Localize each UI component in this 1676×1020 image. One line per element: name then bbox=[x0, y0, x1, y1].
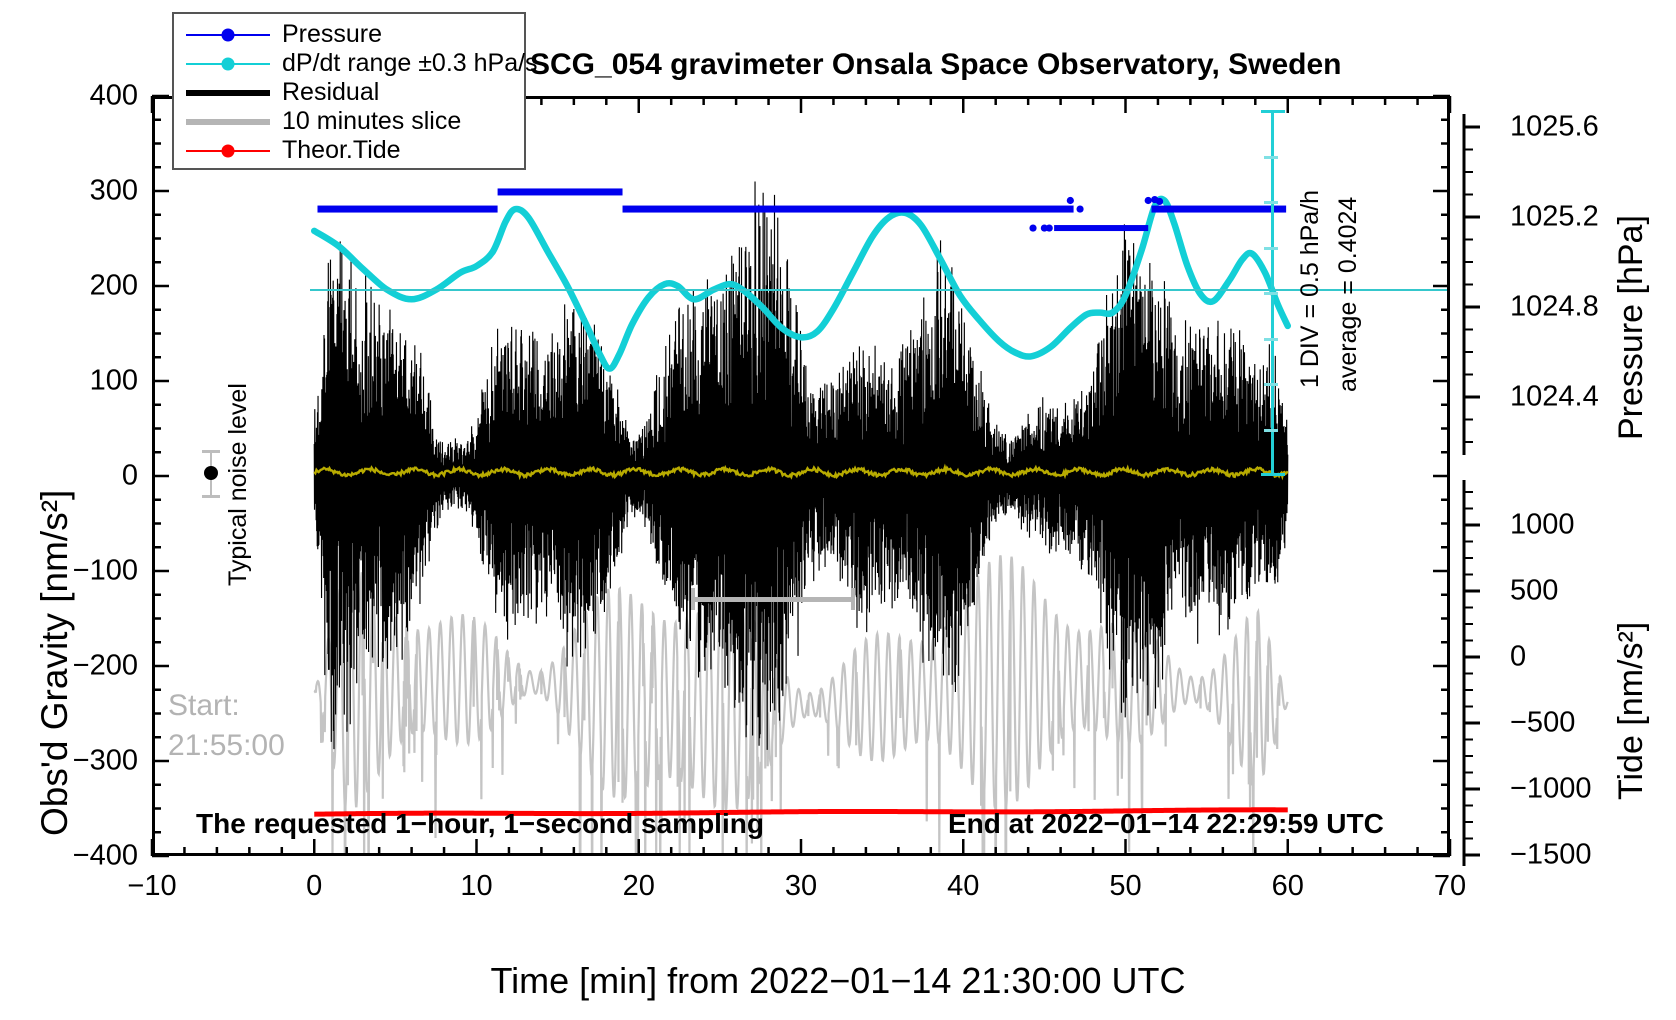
dpdt-scalebar-tick bbox=[1264, 337, 1278, 341]
pressure-band bbox=[317, 205, 498, 213]
noise-errorbar-cap-top bbox=[202, 450, 220, 453]
x-tick-label: 70 bbox=[1433, 870, 1467, 902]
tide-tick-label: −1500 bbox=[1510, 838, 1592, 871]
legend-item-slice[interactable]: 10 minutes slice bbox=[182, 107, 516, 136]
start-annotation: Start: 21:55:00 bbox=[168, 686, 285, 765]
page-title: SCG_054 gravimeter Onsala Space Observat… bbox=[530, 48, 1342, 81]
y-tick-label: 100 bbox=[89, 364, 138, 397]
x-tick-label: 10 bbox=[460, 870, 493, 902]
y-tick-label: −400 bbox=[72, 839, 138, 872]
tide-tick-label: 1000 bbox=[1510, 508, 1575, 541]
dpdt-scalebar-tick bbox=[1264, 292, 1278, 295]
legend-label-slice: 10 minutes slice bbox=[282, 107, 462, 135]
pressure-point bbox=[1144, 196, 1152, 205]
legend-swatch-residual bbox=[182, 83, 274, 103]
slice-marker-bar bbox=[693, 597, 855, 602]
dpdt-mean-line bbox=[310, 289, 1450, 291]
plot-frame bbox=[152, 96, 1450, 856]
slice-marker-cap-left bbox=[691, 588, 695, 610]
x-tick-label: −10 bbox=[127, 870, 177, 902]
pressure-point bbox=[1155, 197, 1164, 206]
tide-tick-label: 500 bbox=[1510, 574, 1559, 607]
pressure-point bbox=[1029, 224, 1037, 232]
y-axis-ticks-left: −400 −300 −200 −100 0 100 200 300 400 bbox=[0, 0, 138, 1020]
olive-mid-trace bbox=[313, 463, 1289, 481]
noise-errorbar-cap-bottom bbox=[202, 495, 220, 498]
sampling-note: The requested 1−hour, 1−second sampling bbox=[196, 808, 764, 839]
tide-tick-label: 0 bbox=[1510, 640, 1527, 673]
y-tick-label: 300 bbox=[89, 174, 138, 207]
pressure-point bbox=[1045, 224, 1053, 232]
y-tick-label: 400 bbox=[89, 79, 138, 112]
pressure-tick-label: 1025.2 bbox=[1510, 200, 1599, 233]
theor-tide-trace bbox=[314, 807, 1288, 817]
y-tick-label: −200 bbox=[72, 649, 138, 682]
x-tick-label: 0 bbox=[306, 870, 323, 902]
noise-level-label: Typical noise level bbox=[224, 383, 252, 586]
residual-trace bbox=[313, 181, 1289, 750]
legend-swatch-pressure bbox=[182, 25, 274, 45]
legend-swatch-slice bbox=[182, 112, 274, 132]
dpdt-scalebar-tick bbox=[1264, 201, 1278, 204]
legend-item-residual[interactable]: Residual bbox=[182, 78, 516, 107]
dpdt-scalebar-tick bbox=[1264, 246, 1278, 250]
legend-swatch-theortide bbox=[182, 141, 274, 161]
dpdt-scalebar-cap-bottom bbox=[1261, 473, 1285, 476]
y-tick-label: 0 bbox=[121, 459, 138, 492]
dpdt-scalebar-cap-top bbox=[1261, 110, 1285, 113]
plot-canvas bbox=[152, 96, 1450, 856]
end-time-note: End at 2022−01−14 22:29:59 UTC bbox=[948, 808, 1384, 839]
legend-label-pressure: Pressure bbox=[282, 20, 383, 48]
x-tick-label: 50 bbox=[1109, 870, 1142, 902]
dpdt-scalebar-tick bbox=[1264, 383, 1278, 386]
legend-swatch-dpdt bbox=[182, 54, 274, 74]
legend-label-dpdt: dP/dt range ±0.3 hPa/s bbox=[282, 49, 538, 77]
y-axis-title-pressure: Pressure [hPa] bbox=[1612, 215, 1650, 440]
start-annotation-time: 21:55:00 bbox=[168, 728, 285, 762]
tide-tick-label: −500 bbox=[1510, 706, 1576, 739]
dpdt-trace bbox=[311, 195, 1291, 372]
y-tick-label: 200 bbox=[89, 269, 138, 302]
start-annotation-title: Start: bbox=[168, 689, 240, 722]
pressure-trace bbox=[317, 188, 1287, 232]
y-tick-label: −300 bbox=[72, 744, 138, 777]
legend-item-pressure[interactable]: Pressure bbox=[182, 20, 516, 49]
plot-traces bbox=[311, 181, 1291, 856]
legend-label-residual: Residual bbox=[282, 78, 380, 106]
dpdt-scale-label: 1 DIV = 0.5 hPa/h bbox=[1296, 189, 1324, 388]
noise-errorbar-marker bbox=[204, 466, 218, 480]
x-tick-label: 60 bbox=[1271, 870, 1304, 902]
pressure-point bbox=[1076, 205, 1084, 213]
legend-label-theortide: Theor.Tide bbox=[282, 136, 401, 164]
legend-item-theortide[interactable]: Theor.Tide bbox=[182, 136, 516, 165]
legend[interactable]: Pressure dP/dt range ±0.3 hPa/s Residual… bbox=[172, 12, 538, 170]
pressure-point bbox=[1066, 196, 1074, 205]
pressure-band bbox=[1054, 225, 1149, 232]
dpdt-average-label: average = 0.4024 bbox=[1334, 196, 1362, 392]
pressure-band bbox=[1151, 205, 1287, 213]
x-tick-label: 30 bbox=[784, 870, 818, 902]
pressure-tick-label: 1025.6 bbox=[1510, 110, 1599, 143]
dpdt-scalebar-tick bbox=[1264, 428, 1278, 432]
pressure-tick-label: 1024.8 bbox=[1510, 290, 1599, 323]
x-tick-label: 20 bbox=[622, 870, 655, 902]
y-axis-title-tide: Tide [nm/s²] bbox=[1612, 621, 1650, 800]
x-tick-label: 40 bbox=[947, 870, 980, 902]
tide-tick-label: −1000 bbox=[1510, 772, 1592, 805]
slice-marker-cap-right bbox=[851, 588, 855, 610]
pressure-band bbox=[622, 205, 1074, 213]
x-axis-title: Time [min] from 2022−01−14 21:30:00 UTC bbox=[490, 960, 1186, 1001]
y-tick-label: −100 bbox=[72, 554, 138, 587]
legend-item-dpdt[interactable]: dP/dt range ±0.3 hPa/s bbox=[182, 49, 538, 78]
dpdt-scalebar-tick bbox=[1264, 155, 1278, 159]
pressure-band bbox=[497, 188, 623, 196]
pressure-tick-label: 1024.4 bbox=[1510, 380, 1599, 413]
